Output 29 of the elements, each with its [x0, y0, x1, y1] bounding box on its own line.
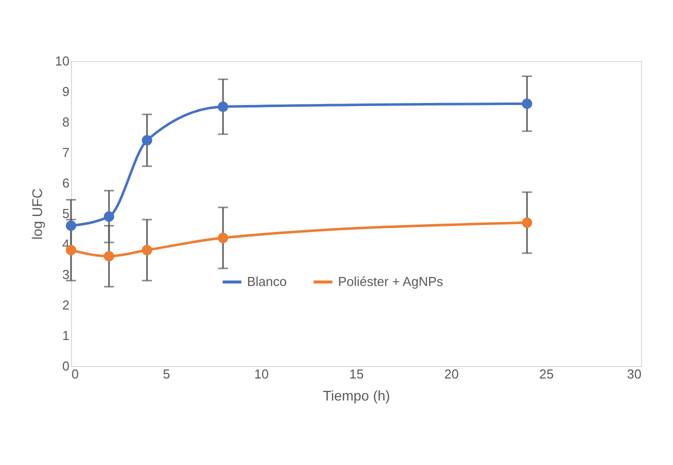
y-tick-label: 7 [62, 145, 70, 160]
point [522, 217, 532, 228]
point [522, 98, 532, 109]
point [142, 135, 152, 146]
y-axis-title: log UFC [29, 188, 46, 240]
point [218, 102, 228, 112]
point [104, 211, 114, 222]
x-tick-label: 15 [349, 366, 364, 382]
y-tick-label: 9 [62, 84, 70, 99]
point [104, 250, 114, 262]
y-tick-label: 5 [62, 206, 70, 221]
y-tick-label: 8 [62, 114, 70, 130]
x-tick-label: 0 [72, 366, 79, 382]
y-tick-label: 10 [55, 54, 70, 68]
x-tick-label: 30 [627, 366, 642, 382]
x-tick-label: 20 [444, 366, 459, 382]
point [142, 244, 152, 256]
x-axis-title: Tiempo (h) [322, 388, 390, 404]
point [66, 220, 76, 231]
y-tick-label: 2 [62, 298, 70, 312]
x-tick-label: 5 [162, 366, 170, 382]
y-tick-label: 3 [62, 267, 70, 282]
y-tick-label: 1 [62, 328, 70, 343]
legend-label: Poliéster + AgNPs [338, 274, 444, 289]
y-tick-label: 6 [62, 176, 70, 190]
x-tick-label: 25 [539, 366, 554, 382]
legend-label: Blanco [247, 274, 287, 289]
x-tick-label: 10 [254, 366, 269, 382]
point [218, 232, 228, 244]
